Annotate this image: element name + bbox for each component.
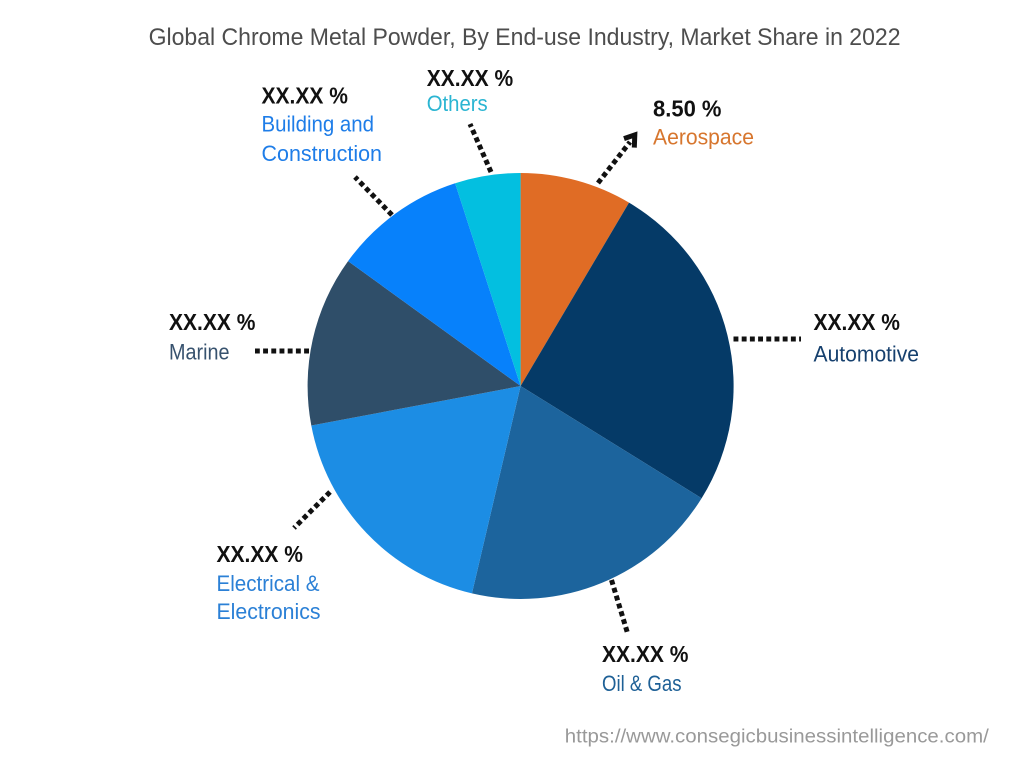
- svg-text:XX.XX %: XX.XX %: [814, 309, 901, 335]
- svg-text:XX.XX %: XX.XX %: [169, 309, 256, 335]
- svg-text:XX.XX %: XX.XX %: [602, 641, 689, 667]
- svg-text:Marine: Marine: [169, 340, 230, 365]
- svg-text:https://www.consegicbusinessin: https://www.consegicbusinessintelligence…: [565, 727, 990, 748]
- svg-text:Others: Others: [427, 91, 488, 116]
- svg-text:XX.XX %: XX.XX %: [217, 541, 304, 567]
- svg-text:Electrical &: Electrical &: [217, 571, 320, 596]
- svg-text:XX.XX %: XX.XX %: [262, 82, 349, 108]
- svg-text:Building and: Building and: [262, 112, 375, 137]
- svg-text:Oil & Gas: Oil & Gas: [602, 671, 682, 696]
- svg-text:Automotive: Automotive: [814, 342, 920, 367]
- svg-text:Electronics: Electronics: [217, 599, 321, 624]
- svg-text:Global Chrome Metal Powder, By: Global Chrome Metal Powder, By End-use I…: [149, 24, 901, 51]
- svg-text:XX.XX %: XX.XX %: [427, 65, 514, 91]
- svg-text:Construction: Construction: [262, 141, 383, 166]
- svg-text:Aerospace: Aerospace: [653, 124, 754, 149]
- svg-text:8.50 %: 8.50 %: [653, 96, 722, 122]
